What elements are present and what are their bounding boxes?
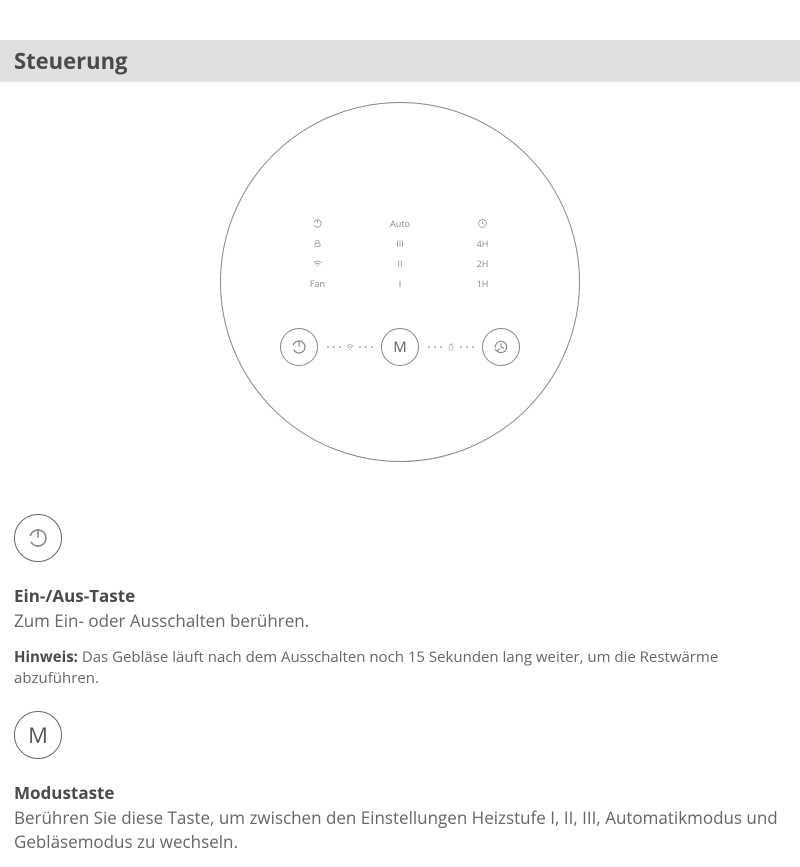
hint-body: Das Gebläse läuft nach dem Ausschalten n… bbox=[14, 647, 718, 688]
wifi-icon bbox=[312, 258, 323, 269]
led-col-2: Auto III II I bbox=[373, 218, 428, 289]
mode-icon-large: M bbox=[14, 711, 62, 759]
clock-icon bbox=[477, 218, 488, 229]
mode-description-block: M Modustaste Berühren Sie diese Taste, u… bbox=[0, 711, 800, 854]
clock-arrow-icon bbox=[492, 338, 510, 356]
mode-title: Modustaste bbox=[14, 781, 786, 804]
led-col-3: 4H 2H 1H bbox=[455, 218, 510, 289]
fan-label: Fan bbox=[310, 278, 325, 289]
section-header: Steuerung bbox=[0, 40, 800, 82]
power-description-block: Ein-/Aus-Taste Zum Ein- oder Ausschalten… bbox=[0, 514, 800, 689]
timer-button[interactable] bbox=[482, 328, 520, 366]
wifi-icon bbox=[345, 342, 355, 352]
dots-left bbox=[318, 342, 381, 352]
dots-right bbox=[419, 342, 482, 352]
section-title: Steuerung bbox=[14, 46, 786, 76]
power-icon bbox=[312, 218, 323, 229]
timer-4h-label: 4H bbox=[477, 238, 489, 249]
timer-2h-label: 2H bbox=[477, 258, 489, 269]
led-col-1: Fan bbox=[290, 218, 345, 289]
level-1-label: I bbox=[399, 278, 402, 289]
power-button[interactable] bbox=[280, 328, 318, 366]
lock-icon bbox=[312, 238, 323, 249]
mode-letter: M bbox=[28, 720, 48, 750]
power-title: Ein-/Aus-Taste bbox=[14, 584, 786, 607]
power-icon bbox=[290, 338, 308, 356]
drop-icon bbox=[446, 342, 456, 352]
level-3-label: III bbox=[396, 238, 404, 249]
power-icon bbox=[26, 526, 50, 550]
level-2-label: II bbox=[397, 258, 402, 269]
power-text: Zum Ein- oder Ausschalten berühren. bbox=[14, 609, 786, 633]
control-panel-figure: Fan Auto III II I 4H 2H 1H bbox=[0, 92, 800, 492]
hint-label: Hinweis: bbox=[14, 647, 78, 667]
led-indicator-grid: Fan Auto III II I 4H 2H 1H bbox=[290, 218, 510, 289]
panel-button-row: M bbox=[280, 328, 520, 366]
auto-label: Auto bbox=[390, 218, 410, 229]
mode-text: Berühren Sie diese Taste, um zwischen de… bbox=[14, 806, 786, 854]
power-hint: Hinweis: Das Gebläse läuft nach dem Auss… bbox=[14, 647, 786, 689]
power-icon-large bbox=[14, 514, 62, 562]
mode-button[interactable]: M bbox=[381, 328, 419, 366]
mode-letter: M bbox=[393, 337, 407, 357]
timer-1h-label: 1H bbox=[477, 278, 489, 289]
control-panel-circle: Fan Auto III II I 4H 2H 1H bbox=[220, 102, 580, 462]
